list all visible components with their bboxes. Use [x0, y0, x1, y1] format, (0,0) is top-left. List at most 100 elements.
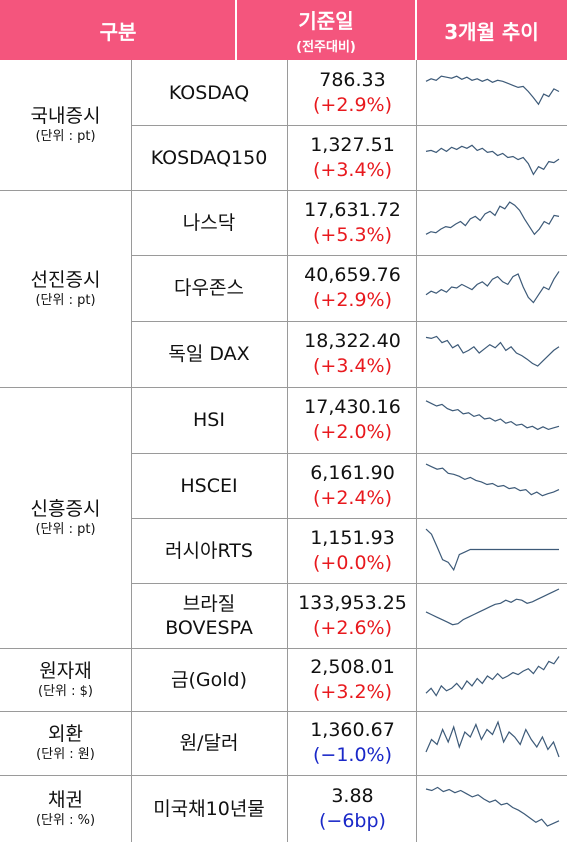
- group-unit: (단위 : %): [35, 812, 96, 828]
- group-name: 채권: [48, 788, 83, 811]
- row-value-number: 1,151.93: [310, 526, 395, 549]
- row-value-change: (+2.9%): [312, 93, 392, 116]
- row-value-change: (+2.9%): [312, 289, 392, 311]
- row-value-number: 17,631.72: [304, 198, 401, 221]
- row-item: HSCEI: [131, 453, 287, 518]
- row-value-number: 1,360.67: [310, 719, 395, 741]
- grid-line: [131, 518, 567, 519]
- row-value-number: 133,953.25: [298, 591, 407, 614]
- sparkline-path: [425, 271, 560, 304]
- sparkline-path: [425, 75, 560, 106]
- row-value: 40,659.76 (+2.9%): [287, 255, 418, 321]
- row-item-label: 독일 DAX: [168, 343, 250, 365]
- row-value-number: 40,659.76: [304, 264, 401, 286]
- sparkline-path: [425, 720, 560, 758]
- grid-line: [0, 711, 567, 712]
- row-item-label: 원/달러: [179, 732, 239, 754]
- sparkline-chart: [425, 400, 560, 431]
- grid-line: [131, 321, 567, 322]
- row-value: 1,151.93 (+0.0%): [287, 518, 418, 583]
- grid-line: [0, 387, 567, 388]
- row-item-label: 다우존스: [174, 277, 244, 299]
- row-item-label: KOSDAQ: [168, 81, 250, 104]
- row-value-number: 3.88: [331, 784, 374, 807]
- row-item: 미국채10년물: [131, 775, 287, 842]
- grid-line: [416, 60, 417, 842]
- group-unit: (단위 : $): [38, 683, 93, 699]
- row-value-change: (+2.6%): [312, 616, 392, 639]
- sparkline-path: [425, 400, 560, 431]
- row-value-change: (+2.4%): [312, 486, 392, 509]
- group-unit: (단위 : pt): [35, 129, 96, 144]
- sparkline-path: [425, 528, 559, 572]
- row-value-number: 18,322.40: [304, 330, 401, 352]
- sparkline-chart: [425, 335, 560, 367]
- group-unit: (단위 : 원): [36, 747, 95, 762]
- group-label: 채권 (단위 : %): [0, 775, 131, 842]
- grid-line: [131, 125, 567, 126]
- row-value: 2,508.01 (+3.2%): [287, 648, 418, 711]
- grid-line: [0, 648, 567, 649]
- row-item-label: 러시아RTS: [165, 539, 253, 562]
- sparkline-chart: [425, 201, 560, 236]
- sparkline-chart: [425, 75, 560, 106]
- row-item: 원/달러: [131, 711, 287, 775]
- row-value: 133,953.25 (+2.6%): [287, 583, 418, 648]
- row-item-label: HSCEI: [180, 474, 238, 497]
- row-item-label: 미국채10년물: [153, 797, 265, 820]
- row-value-number: 17,430.16: [304, 396, 401, 418]
- grid-line: [131, 255, 567, 256]
- row-value: 3.88 (−6bp): [287, 775, 418, 842]
- group-unit: (단위 : pt): [35, 292, 96, 308]
- row-value: 6,161.90 (+2.4%): [287, 453, 418, 518]
- row-item-label: HSI: [193, 409, 225, 431]
- row-value: 1,360.67 (−1.0%): [287, 711, 418, 775]
- group-name: 선진증시: [30, 268, 101, 291]
- header-base-date: 기준일 (전주대비): [236, 0, 416, 60]
- group-label: 신흥증시 (단위 : pt): [0, 387, 131, 648]
- header-trend: 3개월 추이: [416, 0, 567, 60]
- row-value-number: 6,161.90: [310, 461, 395, 484]
- grid-line: [287, 60, 288, 842]
- row-item-label: BOVESPA: [165, 616, 253, 639]
- group-label: 원자재 (단위 : $): [0, 648, 131, 711]
- sparkline-chart: [425, 271, 560, 304]
- sparkline-path: [425, 463, 560, 497]
- row-value: 786.33 (+2.9%): [287, 60, 418, 125]
- sparkline-chart: [425, 463, 560, 497]
- header-divider: [235, 0, 237, 60]
- row-value-change: (+3.4%): [312, 158, 392, 181]
- sparkline-path: [425, 786, 560, 827]
- row-value-number: 1,327.51: [310, 133, 395, 156]
- row-item-label: 금(Gold): [171, 668, 247, 691]
- grid-line: [131, 583, 567, 584]
- row-item: 러시아RTS: [131, 518, 287, 583]
- row-item-label: 나스닥: [182, 211, 236, 234]
- row-item: 다우존스: [131, 255, 287, 321]
- sparkline-chart: [425, 786, 560, 827]
- sparkline-chart: [425, 588, 560, 626]
- row-value-change: (+5.3%): [312, 223, 392, 246]
- grid-line: [131, 453, 567, 454]
- row-item-label: 브라질: [182, 592, 236, 615]
- row-value-change: (−1.0%): [312, 744, 392, 766]
- group-name: 국내증시: [30, 105, 101, 127]
- row-item-label: KOSDAQ150: [150, 146, 268, 169]
- row-item: KOSDAQ: [131, 60, 287, 125]
- sparkline-chart: [425, 528, 559, 572]
- row-value-change: (+3.2%): [312, 680, 392, 703]
- row-value-change: (−6bp): [319, 809, 386, 832]
- header-category-label: 구분: [99, 19, 137, 44]
- header-base-date-label: 기준일: [298, 9, 354, 33]
- sparkline-path: [425, 335, 560, 367]
- row-value: 18,322.40 (+3.4%): [287, 321, 418, 387]
- row-value: 17,430.16 (+2.0%): [287, 387, 418, 453]
- row-item: 금(Gold): [131, 648, 287, 711]
- row-item: 나스닥: [131, 190, 287, 255]
- row-value: 1,327.51 (+3.4%): [287, 125, 418, 190]
- header-divider: [415, 0, 417, 60]
- group-name: 외환: [48, 723, 83, 745]
- header-base-date-sub: (전주대비): [296, 40, 356, 55]
- sparkline-chart: [425, 144, 560, 176]
